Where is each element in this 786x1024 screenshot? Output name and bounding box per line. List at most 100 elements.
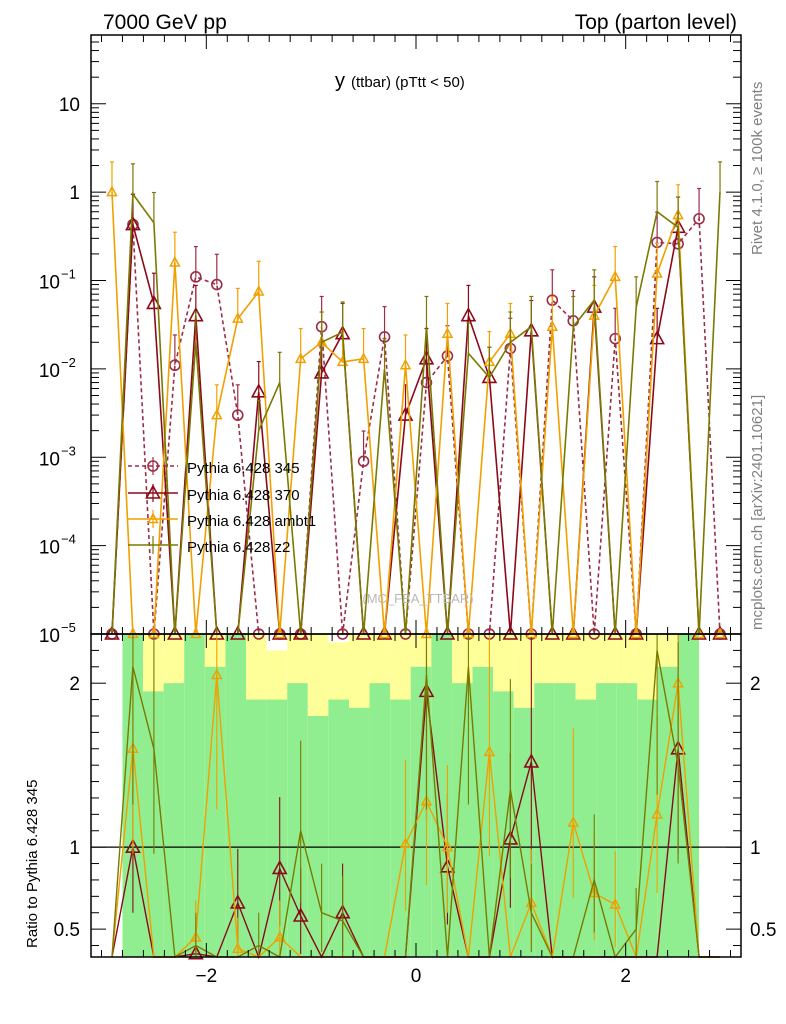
analysis-watermark: (MC_FBA_TTBAR) bbox=[362, 591, 473, 606]
plot-title-cut: (ttbar) (pTtt < 50) bbox=[351, 74, 465, 91]
band-green-bin bbox=[575, 699, 597, 957]
series-line-ambt1 bbox=[111, 192, 720, 635]
data-point-p345 bbox=[231, 409, 244, 421]
band-green-bin bbox=[369, 683, 391, 957]
ratio-point-p370 bbox=[523, 753, 540, 768]
data-point-ambt1 bbox=[357, 352, 370, 364]
ratio-point-ambt1 bbox=[211, 668, 223, 680]
data-point-p345 bbox=[441, 350, 454, 362]
data-point-p370 bbox=[271, 625, 288, 640]
data-point-p345 bbox=[420, 376, 433, 389]
ratio-point-p370 bbox=[292, 907, 309, 922]
band-green-bin bbox=[534, 683, 555, 957]
data-point-ambt1 bbox=[106, 185, 118, 197]
data-point-p370 bbox=[502, 625, 519, 640]
series-line-z2 bbox=[111, 191, 721, 635]
data-point-ambt1 bbox=[651, 266, 663, 278]
ratio-point-ambt1 bbox=[232, 942, 244, 954]
data-point-p370 bbox=[104, 625, 120, 640]
mcplots-reference-label: mcplots.cern.ch [arXiv:2401.10621] bbox=[749, 395, 766, 630]
band-green-bin bbox=[225, 634, 247, 957]
band-green-bin bbox=[266, 699, 288, 957]
ratio-tick-label-right: 2 bbox=[750, 674, 761, 695]
data-point-ambt1 bbox=[609, 270, 621, 282]
y-tick-exponent: −2 bbox=[61, 355, 76, 370]
band-green-bin bbox=[596, 683, 617, 957]
ratio-tick-label-left: 0.5 bbox=[54, 920, 80, 941]
plot-title-variable: y bbox=[335, 70, 345, 92]
data-point-p345 bbox=[609, 332, 621, 345]
data-point-p370 bbox=[712, 625, 728, 640]
legend-label-p370: Pythia 6.428 370 bbox=[187, 487, 300, 504]
band-green-bin bbox=[307, 715, 329, 957]
ratio-axis-label: Ratio to Pythia 6.428 345 bbox=[24, 780, 41, 948]
band-green-bin bbox=[246, 699, 267, 957]
y-tick-label: 10 bbox=[59, 95, 80, 116]
ratio-tick-label-right: 1 bbox=[750, 838, 761, 859]
band-green-bin bbox=[184, 634, 205, 957]
data-point-p370 bbox=[439, 625, 456, 640]
legend-marker-ambt1 bbox=[147, 512, 159, 524]
ratio-point-ambt1 bbox=[273, 930, 286, 942]
data-point-ambt1 bbox=[588, 309, 600, 320]
band-green-bin bbox=[390, 699, 411, 957]
y-tick-exponent: −5 bbox=[61, 620, 76, 635]
x-tick-label: 2 bbox=[620, 966, 631, 987]
data-point-p370 bbox=[628, 625, 645, 640]
data-point-ambt1 bbox=[252, 284, 265, 296]
band-green-bin bbox=[348, 707, 370, 957]
band-green-bin bbox=[204, 666, 226, 957]
data-point-p370 bbox=[229, 625, 246, 640]
ratio-point-ambt1 bbox=[441, 840, 454, 852]
data-point-p370 bbox=[460, 306, 477, 322]
data-point-ambt1 bbox=[169, 255, 181, 267]
header-left: 7000 GeV pp bbox=[103, 11, 227, 34]
band-green-bin bbox=[678, 634, 700, 957]
data-point-p345 bbox=[190, 271, 202, 283]
data-point-p370 bbox=[313, 364, 330, 379]
data-point-ambt1 bbox=[399, 358, 412, 370]
data-point-p370 bbox=[418, 350, 435, 365]
data-point-ambt1 bbox=[211, 408, 223, 420]
legend-marker-p345 bbox=[147, 460, 159, 472]
legend-label-p345: Pythia 6.428 345 bbox=[187, 460, 300, 477]
y-tick-exponent: −1 bbox=[61, 267, 76, 282]
header-right: Top (parton level) bbox=[575, 11, 737, 34]
ratio-point-ambt1 bbox=[567, 815, 580, 827]
data-point-ambt1 bbox=[546, 320, 559, 331]
legend-label-ambt1: Pythia 6.428 ambt1 bbox=[187, 513, 316, 530]
band-green-bin bbox=[616, 683, 638, 957]
data-point-ambt1 bbox=[441, 327, 454, 338]
series-layer bbox=[104, 161, 728, 640]
ratio-tick-label-left: 2 bbox=[69, 674, 80, 695]
data-point-p345 bbox=[693, 212, 705, 225]
ratio-point-ambt1 bbox=[399, 837, 412, 849]
y-tick-label: 10 bbox=[39, 449, 60, 470]
data-point-p370 bbox=[167, 625, 183, 640]
ratio-tick-label-left: 1 bbox=[69, 838, 80, 859]
band-green-bin bbox=[451, 683, 473, 957]
y-tick-label: 10 bbox=[39, 273, 60, 294]
ratio-point-ambt1 bbox=[609, 897, 621, 909]
ratio-point-p370 bbox=[271, 859, 288, 875]
y-tick-exponent: −3 bbox=[61, 443, 76, 458]
data-point-p370 bbox=[607, 625, 624, 640]
data-point-p345 bbox=[211, 278, 223, 291]
data-point-p370 bbox=[691, 625, 707, 640]
ratio-line-z2 bbox=[111, 650, 720, 959]
data-point-p370 bbox=[481, 368, 498, 384]
ratio-tick-label-right: 0.5 bbox=[750, 920, 776, 941]
ratio-point-ambt1 bbox=[483, 745, 496, 757]
band-green-bin bbox=[554, 683, 576, 957]
y-tick-label: 10 bbox=[39, 538, 60, 559]
band-green-bin bbox=[431, 634, 452, 957]
band-green-bin bbox=[163, 683, 185, 957]
data-point-p370 bbox=[250, 383, 267, 398]
data-point-p370 bbox=[292, 625, 309, 640]
ratio-point-ambt1 bbox=[651, 807, 663, 819]
x-tick-label: 0 bbox=[411, 966, 422, 987]
band-green-bin bbox=[143, 691, 164, 957]
